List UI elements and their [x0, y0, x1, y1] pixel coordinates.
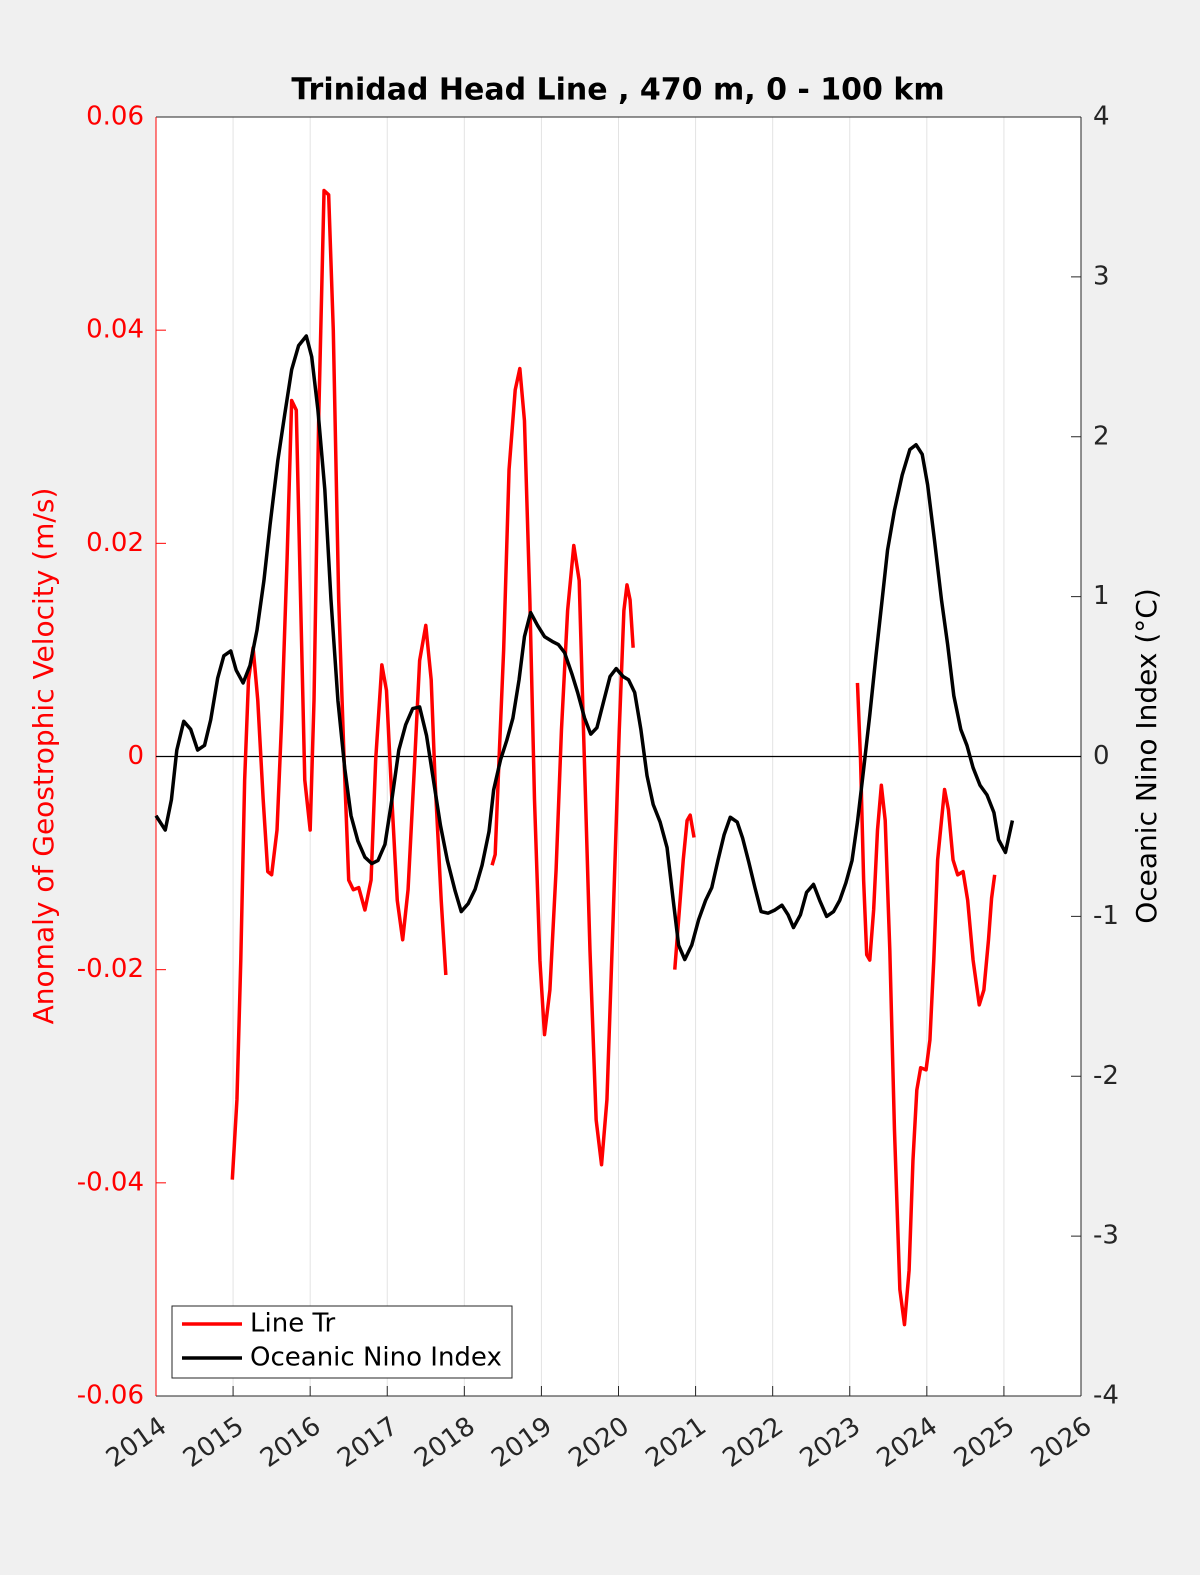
- y-tick-label: -0.02: [77, 954, 144, 984]
- y2-tick-label: 4: [1093, 102, 1110, 132]
- y2-axis-label: Oceanic Nino Index (°C): [1130, 588, 1163, 924]
- y2-tick-label: 3: [1093, 261, 1110, 291]
- y2-tick-label: 0: [1093, 741, 1110, 771]
- y2-tick-label: -1: [1093, 901, 1119, 931]
- y-tick-label: 0.04: [86, 315, 144, 345]
- y2-tick-label: 1: [1093, 581, 1110, 611]
- line-series: [490, 366, 635, 1167]
- line-series: [230, 188, 448, 1180]
- legend-label: Line Tr: [250, 1309, 336, 1339]
- y-tick-label: 0.06: [86, 102, 144, 132]
- y2-tick-label: 2: [1093, 421, 1110, 451]
- y-axis-label: Anomaly of Geostrophic Velocity (m/s): [27, 488, 60, 1025]
- y-tick-label: 0.02: [86, 528, 144, 558]
- y2-tick-label: -3: [1093, 1221, 1119, 1251]
- line-series: [154, 334, 1015, 962]
- chart-title: Trinidad Head Line , 470 m, 0 - 100 km: [291, 73, 944, 108]
- y2-tick-label: -2: [1093, 1061, 1119, 1091]
- y2-tick-label: -4: [1093, 1381, 1119, 1411]
- y-tick-label: 0: [127, 741, 144, 771]
- y-tick-label: -0.04: [77, 1167, 144, 1197]
- y-tick-label: -0.06: [77, 1381, 144, 1411]
- legend-label: Oceanic Nino Index: [250, 1343, 502, 1373]
- legend-box: [171, 1305, 513, 1379]
- line-series: [855, 682, 997, 1327]
